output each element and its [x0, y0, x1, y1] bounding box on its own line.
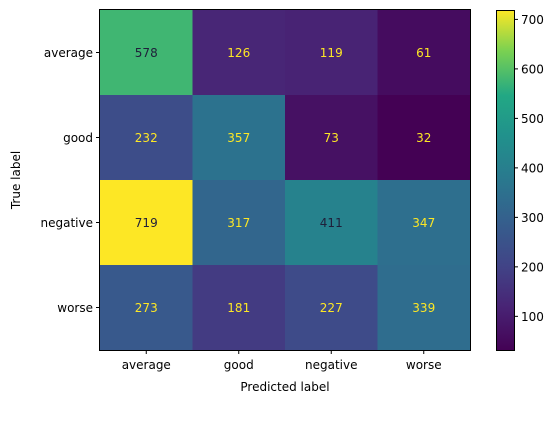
heatmap-cell	[100, 10, 193, 96]
colorbar: 100 200 300 400 500 600 700	[496, 10, 544, 351]
colorbar-ticks: 100 200 300 400 500 600 700	[514, 13, 544, 324]
heatmap-cell	[192, 10, 286, 96]
x-tick-label: good	[224, 358, 254, 372]
colorbar-gradient	[496, 10, 514, 351]
heatmap-cell	[377, 265, 471, 351]
y-tick-label: good	[63, 131, 93, 145]
y-axis-label: True label	[9, 151, 23, 210]
y-tick-label: average	[44, 46, 93, 60]
heatmap-cells: 578 126 119 61 232 357 73 32 719 317 411 347 273 181 2…	[100, 10, 471, 351]
heatmap-cell	[100, 180, 193, 266]
cell-value-label: 181	[227, 301, 250, 315]
x-tick-label: average	[122, 358, 171, 372]
cell-value-label: 61	[416, 46, 431, 60]
cell-value-label: 357	[227, 131, 250, 145]
heatmap-cell	[285, 95, 378, 181]
colorbar-tick-label: 400	[521, 161, 544, 175]
colorbar-tick-label: 100	[521, 310, 544, 324]
cell-value-label: 411	[320, 216, 343, 230]
heatmap-cell	[192, 95, 286, 181]
cell-value-label: 339	[412, 301, 435, 315]
cell-value-label: 719	[135, 216, 158, 230]
heatmap-cell	[285, 10, 378, 96]
cell-value-label: 347	[412, 216, 435, 230]
heatmap-cell	[192, 180, 286, 266]
x-tick-label: negative	[305, 358, 357, 372]
cell-value-label: 126	[227, 46, 250, 60]
x-axis-label: Predicted label	[240, 380, 329, 394]
cell-value-label: 317	[227, 216, 250, 230]
colorbar-tick-label: 700	[521, 13, 544, 27]
cell-value-label: 578	[135, 46, 158, 60]
colorbar-frame	[496, 10, 515, 351]
colorbar-tick-label: 300	[521, 211, 544, 225]
y-tick-label: worse	[57, 301, 93, 315]
heatmap-cell	[377, 180, 471, 266]
colorbar-tick-label: 600	[521, 62, 544, 76]
heatmap-cell	[285, 265, 378, 351]
cell-value-label: 273	[135, 301, 158, 315]
heatmap-cell	[100, 95, 193, 181]
cell-value-label: 32	[416, 131, 431, 145]
x-axis: average good negative worse	[122, 350, 442, 372]
y-tick-label: negative	[41, 216, 93, 230]
y-axis: average good negative worse	[41, 46, 100, 315]
cell-value-label: 227	[320, 301, 343, 315]
colorbar-tick-label: 500	[521, 112, 544, 126]
heatmap-cell	[192, 265, 286, 351]
heatmap-cell	[285, 180, 378, 266]
cell-value-label: 119	[320, 46, 343, 60]
heatmap-cell	[377, 10, 471, 96]
cell-value-label: 232	[135, 131, 158, 145]
cell-value-label: 73	[324, 131, 339, 145]
plot-frame	[99, 9, 471, 351]
heatmap-cell	[100, 265, 193, 351]
x-tick-label: worse	[406, 358, 442, 372]
colorbar-tick-label: 200	[521, 260, 544, 274]
heatmap-cell	[377, 95, 471, 181]
